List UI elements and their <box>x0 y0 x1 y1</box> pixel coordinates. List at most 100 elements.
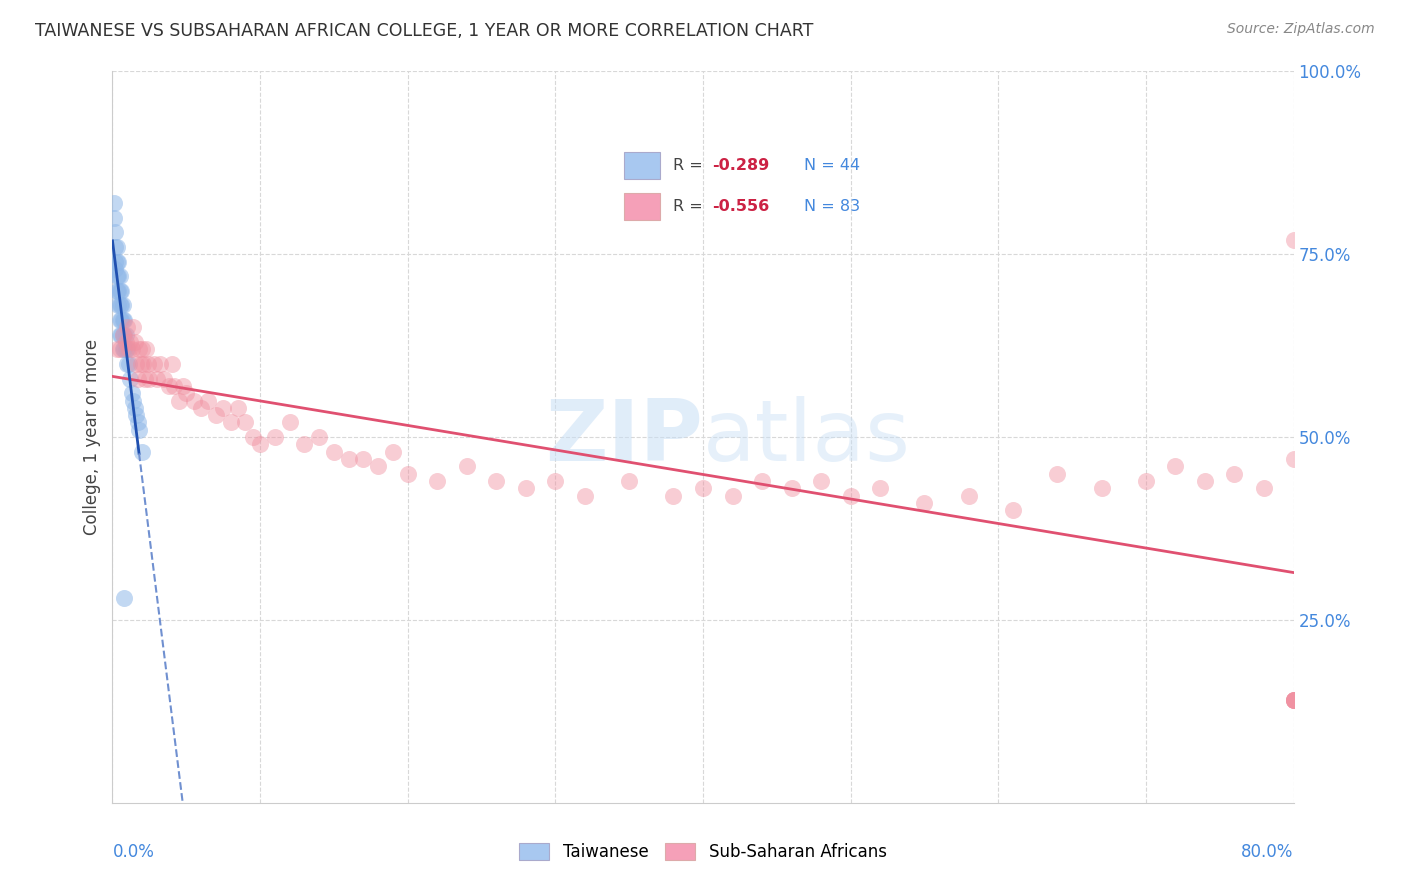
Point <box>174 386 197 401</box>
Point <box>264 430 287 444</box>
Point <box>515 481 537 495</box>
Point <box>117 357 138 371</box>
Point <box>1091 481 1114 495</box>
Point <box>839 489 862 503</box>
Point <box>197 393 219 408</box>
Point <box>114 334 136 349</box>
Point <box>1223 467 1246 481</box>
Point <box>233 416 256 430</box>
Point <box>780 481 803 495</box>
Point <box>104 240 127 254</box>
Point <box>957 489 980 503</box>
Text: Source: ZipAtlas.com: Source: ZipAtlas.com <box>1227 22 1375 37</box>
Point <box>108 327 131 342</box>
Point <box>212 401 235 415</box>
Point <box>112 327 135 342</box>
Point <box>190 401 212 415</box>
Text: N = 83: N = 83 <box>804 199 860 214</box>
Point <box>112 343 135 357</box>
Point <box>117 343 138 357</box>
Point <box>112 591 135 605</box>
Text: TAIWANESE VS SUBSAHARAN AFRICAN COLLEGE, 1 YEAR OR MORE CORRELATION CHART: TAIWANESE VS SUBSAHARAN AFRICAN COLLEGE,… <box>35 22 814 40</box>
Point <box>153 371 176 385</box>
Point <box>352 452 374 467</box>
Point <box>219 416 242 430</box>
Point <box>125 357 148 371</box>
Point <box>105 254 128 268</box>
Point <box>121 343 143 357</box>
Point <box>103 196 125 211</box>
Point <box>142 357 165 371</box>
Text: -0.289: -0.289 <box>713 158 769 173</box>
Point <box>105 284 128 298</box>
Text: -0.556: -0.556 <box>713 199 769 214</box>
Point <box>308 430 330 444</box>
Point <box>1282 693 1305 707</box>
Point <box>157 379 180 393</box>
Point <box>104 225 127 239</box>
Point <box>134 371 156 385</box>
Point <box>1282 233 1305 247</box>
Point <box>163 379 186 393</box>
Text: atlas: atlas <box>703 395 911 479</box>
Point <box>122 393 145 408</box>
Point <box>120 334 142 349</box>
Point <box>111 327 134 342</box>
Point <box>124 334 146 349</box>
Legend: Taiwanese, Sub-Saharan Africans: Taiwanese, Sub-Saharan Africans <box>513 836 893 868</box>
Point <box>149 357 172 371</box>
Point <box>1282 693 1305 707</box>
Point <box>121 386 143 401</box>
Point <box>721 489 744 503</box>
Text: 0.0%: 0.0% <box>112 843 155 861</box>
Point <box>110 313 132 327</box>
Point <box>128 423 150 437</box>
Point <box>172 379 194 393</box>
Point <box>205 408 228 422</box>
Point <box>869 481 891 495</box>
Text: N = 44: N = 44 <box>804 158 860 173</box>
Point <box>118 357 141 371</box>
Point <box>138 371 160 385</box>
Point <box>1282 693 1305 707</box>
Point <box>226 401 249 415</box>
Point <box>160 357 183 371</box>
Point <box>107 269 129 284</box>
Point <box>108 269 131 284</box>
Point <box>107 298 129 312</box>
Point <box>111 313 134 327</box>
Point <box>183 393 205 408</box>
Text: 80.0%: 80.0% <box>1241 843 1294 861</box>
Point <box>692 481 714 495</box>
Bar <box>624 153 661 179</box>
Text: ZIP: ZIP <box>546 395 703 479</box>
Text: R =: R = <box>672 199 707 214</box>
Point <box>1253 481 1275 495</box>
Point <box>114 327 136 342</box>
Point <box>136 357 159 371</box>
Point <box>544 474 567 488</box>
Point <box>1135 474 1157 488</box>
Point <box>131 444 153 458</box>
Point <box>108 284 131 298</box>
Point <box>128 343 150 357</box>
Y-axis label: College, 1 year or more: College, 1 year or more <box>83 339 101 535</box>
Point <box>111 298 134 312</box>
Point <box>1282 693 1305 707</box>
Point <box>751 474 773 488</box>
Point <box>105 343 128 357</box>
Point <box>1001 503 1024 517</box>
Point <box>131 343 153 357</box>
Bar <box>624 194 661 220</box>
Point <box>396 467 419 481</box>
Point <box>127 371 149 385</box>
Text: R =: R = <box>672 158 707 173</box>
Point <box>112 313 135 327</box>
Point <box>1164 459 1187 474</box>
Point <box>107 284 129 298</box>
Point <box>167 393 190 408</box>
Point <box>114 343 136 357</box>
Point <box>110 298 132 312</box>
Point <box>108 313 131 327</box>
Point <box>456 459 478 474</box>
